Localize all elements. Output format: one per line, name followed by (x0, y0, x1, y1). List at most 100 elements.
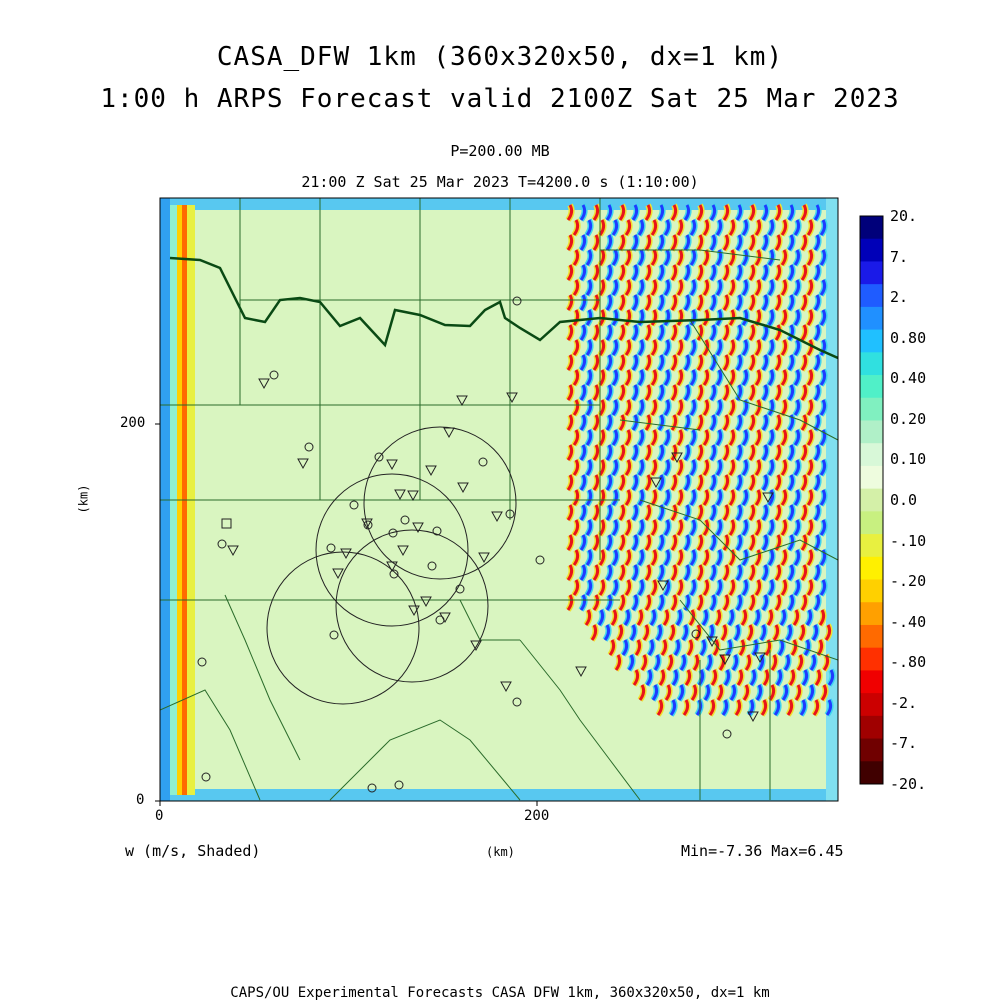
wave-band (663, 219, 671, 236)
wave-band (592, 264, 600, 281)
colorbar-swatch (860, 216, 883, 240)
wave-band (657, 534, 665, 551)
wave-band (585, 339, 593, 356)
wave-band (780, 339, 788, 356)
station-triangle (420, 596, 432, 608)
wave-band (819, 549, 827, 566)
wave-band (819, 309, 827, 326)
wave-band (670, 204, 678, 221)
wave-band (696, 234, 704, 251)
wave-band (658, 669, 666, 686)
wave-band (813, 354, 821, 371)
wave-band (696, 354, 704, 371)
wave-band (618, 564, 626, 581)
wave-band (794, 684, 802, 701)
wave-band (787, 234, 795, 251)
wave-band (644, 354, 652, 371)
wave-band (629, 624, 637, 641)
wave-band (592, 564, 600, 581)
wave-band (818, 609, 826, 626)
wave-band (598, 549, 606, 566)
station-circle (427, 561, 437, 571)
wave-band (761, 204, 769, 221)
wave-band (631, 384, 639, 401)
wave-band (793, 489, 801, 506)
wave-band (689, 429, 697, 446)
wave-band (660, 639, 668, 656)
wave-band (676, 549, 684, 566)
wave-band (735, 564, 743, 581)
wave-band (572, 279, 580, 296)
wave-band (761, 264, 769, 281)
wave-band (824, 624, 832, 641)
wave-band (566, 324, 574, 341)
wave-band (676, 279, 684, 296)
wave-band (624, 219, 632, 236)
colorbar-label: 0.0 (890, 491, 918, 509)
wave-band (715, 399, 723, 416)
colorbar-swatch (860, 284, 883, 308)
wave-band (663, 519, 671, 536)
wave-band (806, 339, 814, 356)
wave-band (715, 339, 723, 356)
wave-band (631, 234, 639, 251)
wave-band (650, 339, 658, 356)
wave-band (572, 459, 580, 476)
wave-band (721, 699, 729, 716)
wave-band (702, 579, 710, 596)
wave-band (689, 339, 697, 356)
wave-band (741, 219, 749, 236)
wave-band (592, 474, 600, 491)
wave-band (774, 534, 782, 551)
station-circle (722, 729, 732, 739)
wave-band (689, 219, 697, 236)
wave-band (637, 309, 645, 326)
wave-band (767, 279, 775, 296)
wave-band (820, 684, 828, 701)
wave-band (662, 609, 670, 626)
station-triangle (425, 465, 437, 477)
wave-band (592, 354, 600, 371)
wave-band (579, 204, 587, 221)
wave-band (683, 474, 691, 491)
station-circle (432, 526, 442, 536)
wave-band (572, 429, 580, 446)
wave-band (748, 354, 756, 371)
wave-band (657, 264, 665, 281)
wave-band (790, 639, 798, 656)
wave-band (585, 249, 593, 266)
wave-band (585, 279, 593, 296)
wave-band (663, 399, 671, 416)
wave-band (813, 564, 821, 581)
wave-band (608, 639, 616, 656)
wave-band (727, 609, 735, 626)
wave-band (676, 519, 684, 536)
wave-band (618, 384, 626, 401)
wave-band (579, 234, 587, 251)
wave-band (585, 519, 593, 536)
wave-band (637, 579, 645, 596)
wave-band (734, 699, 742, 716)
wave-band (787, 414, 795, 431)
station-circle (349, 500, 359, 510)
wave-band (774, 324, 782, 341)
wave-band (767, 399, 775, 416)
wave-band (579, 564, 587, 581)
wave-band (806, 399, 814, 416)
wave-band (670, 264, 678, 281)
wave-band (780, 549, 788, 566)
wave-band (631, 294, 639, 311)
bottom-boundary-zone (160, 789, 838, 801)
wave-band (736, 669, 744, 686)
wave-band (813, 264, 821, 281)
colorbar-swatch (860, 738, 883, 762)
wave-band (690, 684, 698, 701)
wave-band (793, 399, 801, 416)
wave-band (696, 474, 704, 491)
wave-band (650, 279, 658, 296)
wave-band (806, 219, 814, 236)
wave-band (585, 579, 593, 596)
station-triangle (340, 548, 352, 560)
wave-band (800, 414, 808, 431)
wave-band (624, 399, 632, 416)
